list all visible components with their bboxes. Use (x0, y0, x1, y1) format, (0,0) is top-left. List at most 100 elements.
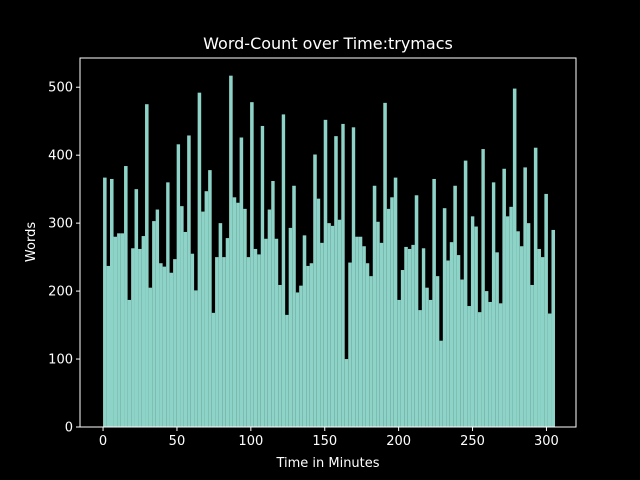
bar (110, 178, 114, 427)
bar (232, 197, 237, 427)
bar (197, 92, 202, 427)
bar (495, 252, 499, 427)
bar (152, 221, 156, 427)
bar (369, 276, 373, 427)
y-tick-label: 200 (48, 285, 73, 300)
bar (138, 248, 142, 427)
bar (344, 359, 349, 427)
bar (365, 263, 370, 427)
bar (512, 88, 517, 427)
bar (148, 287, 153, 427)
bar (246, 257, 251, 427)
bar (159, 263, 163, 427)
bar (229, 75, 233, 427)
bar (533, 147, 538, 427)
bar (260, 125, 265, 427)
bar (278, 284, 282, 427)
bar (432, 178, 436, 427)
bar (302, 235, 307, 427)
bar (169, 272, 174, 427)
bar (544, 193, 548, 427)
y-axis-label: Words (24, 222, 39, 262)
chart-title: Word-Count over Time:trymacs (203, 34, 453, 53)
bar (257, 254, 261, 427)
bar (400, 270, 405, 427)
bar (166, 182, 170, 427)
bar (383, 102, 387, 427)
bar (306, 265, 310, 427)
bar (208, 170, 212, 427)
bar (281, 114, 286, 427)
bar (145, 104, 149, 427)
bar (271, 181, 275, 427)
bar (330, 225, 335, 427)
bar (299, 285, 303, 427)
x-tick-label: 50 (169, 434, 186, 449)
bar (285, 314, 289, 427)
bar (547, 313, 552, 427)
x-tick-label: 0 (99, 434, 107, 449)
bar (250, 102, 254, 428)
bar (474, 226, 478, 427)
x-tick-label: 200 (386, 434, 411, 449)
bar (313, 154, 317, 427)
bar (390, 197, 394, 427)
x-tick-label: 100 (238, 434, 263, 449)
bar (460, 279, 464, 427)
y-tick-label: 100 (48, 353, 73, 368)
bar (264, 238, 268, 427)
bar (509, 206, 513, 427)
bar (425, 287, 429, 427)
bar (477, 312, 482, 427)
bar (253, 248, 258, 427)
bar (456, 255, 461, 427)
bar (348, 262, 352, 427)
bar (519, 246, 524, 427)
bar (215, 257, 219, 427)
bar (327, 223, 331, 427)
bar (442, 208, 447, 427)
bar (449, 242, 454, 427)
x-tick-label: 150 (312, 434, 337, 449)
bar (551, 229, 556, 427)
bar (131, 248, 135, 427)
bar (463, 160, 468, 427)
bar (404, 246, 408, 427)
bar (379, 242, 384, 427)
bar (334, 136, 338, 427)
bar (491, 182, 496, 427)
bar (173, 259, 177, 427)
bar (418, 310, 422, 427)
bar (484, 291, 489, 427)
bar (211, 312, 216, 427)
bar (453, 185, 457, 427)
bar (435, 276, 440, 427)
bar (540, 257, 545, 427)
bar (467, 306, 471, 427)
bar (488, 301, 492, 427)
bar (134, 189, 139, 427)
bar (505, 216, 510, 427)
bar (243, 208, 247, 427)
bar (358, 236, 363, 427)
axes-frame (79, 57, 577, 428)
bar (351, 127, 356, 428)
bar (523, 167, 527, 427)
bar (376, 221, 380, 427)
bar (341, 123, 345, 428)
bar (222, 257, 226, 427)
y-tick-label: 0 (65, 421, 73, 436)
bar (201, 211, 205, 427)
bar (516, 231, 520, 427)
bar (470, 216, 475, 427)
bar (309, 263, 314, 427)
bar (267, 209, 272, 427)
y-tick-label: 500 (48, 81, 73, 96)
bar (155, 209, 160, 427)
bar (295, 292, 300, 427)
bar (176, 144, 181, 427)
bar (103, 177, 107, 427)
bar (292, 185, 296, 427)
bar (323, 119, 328, 427)
